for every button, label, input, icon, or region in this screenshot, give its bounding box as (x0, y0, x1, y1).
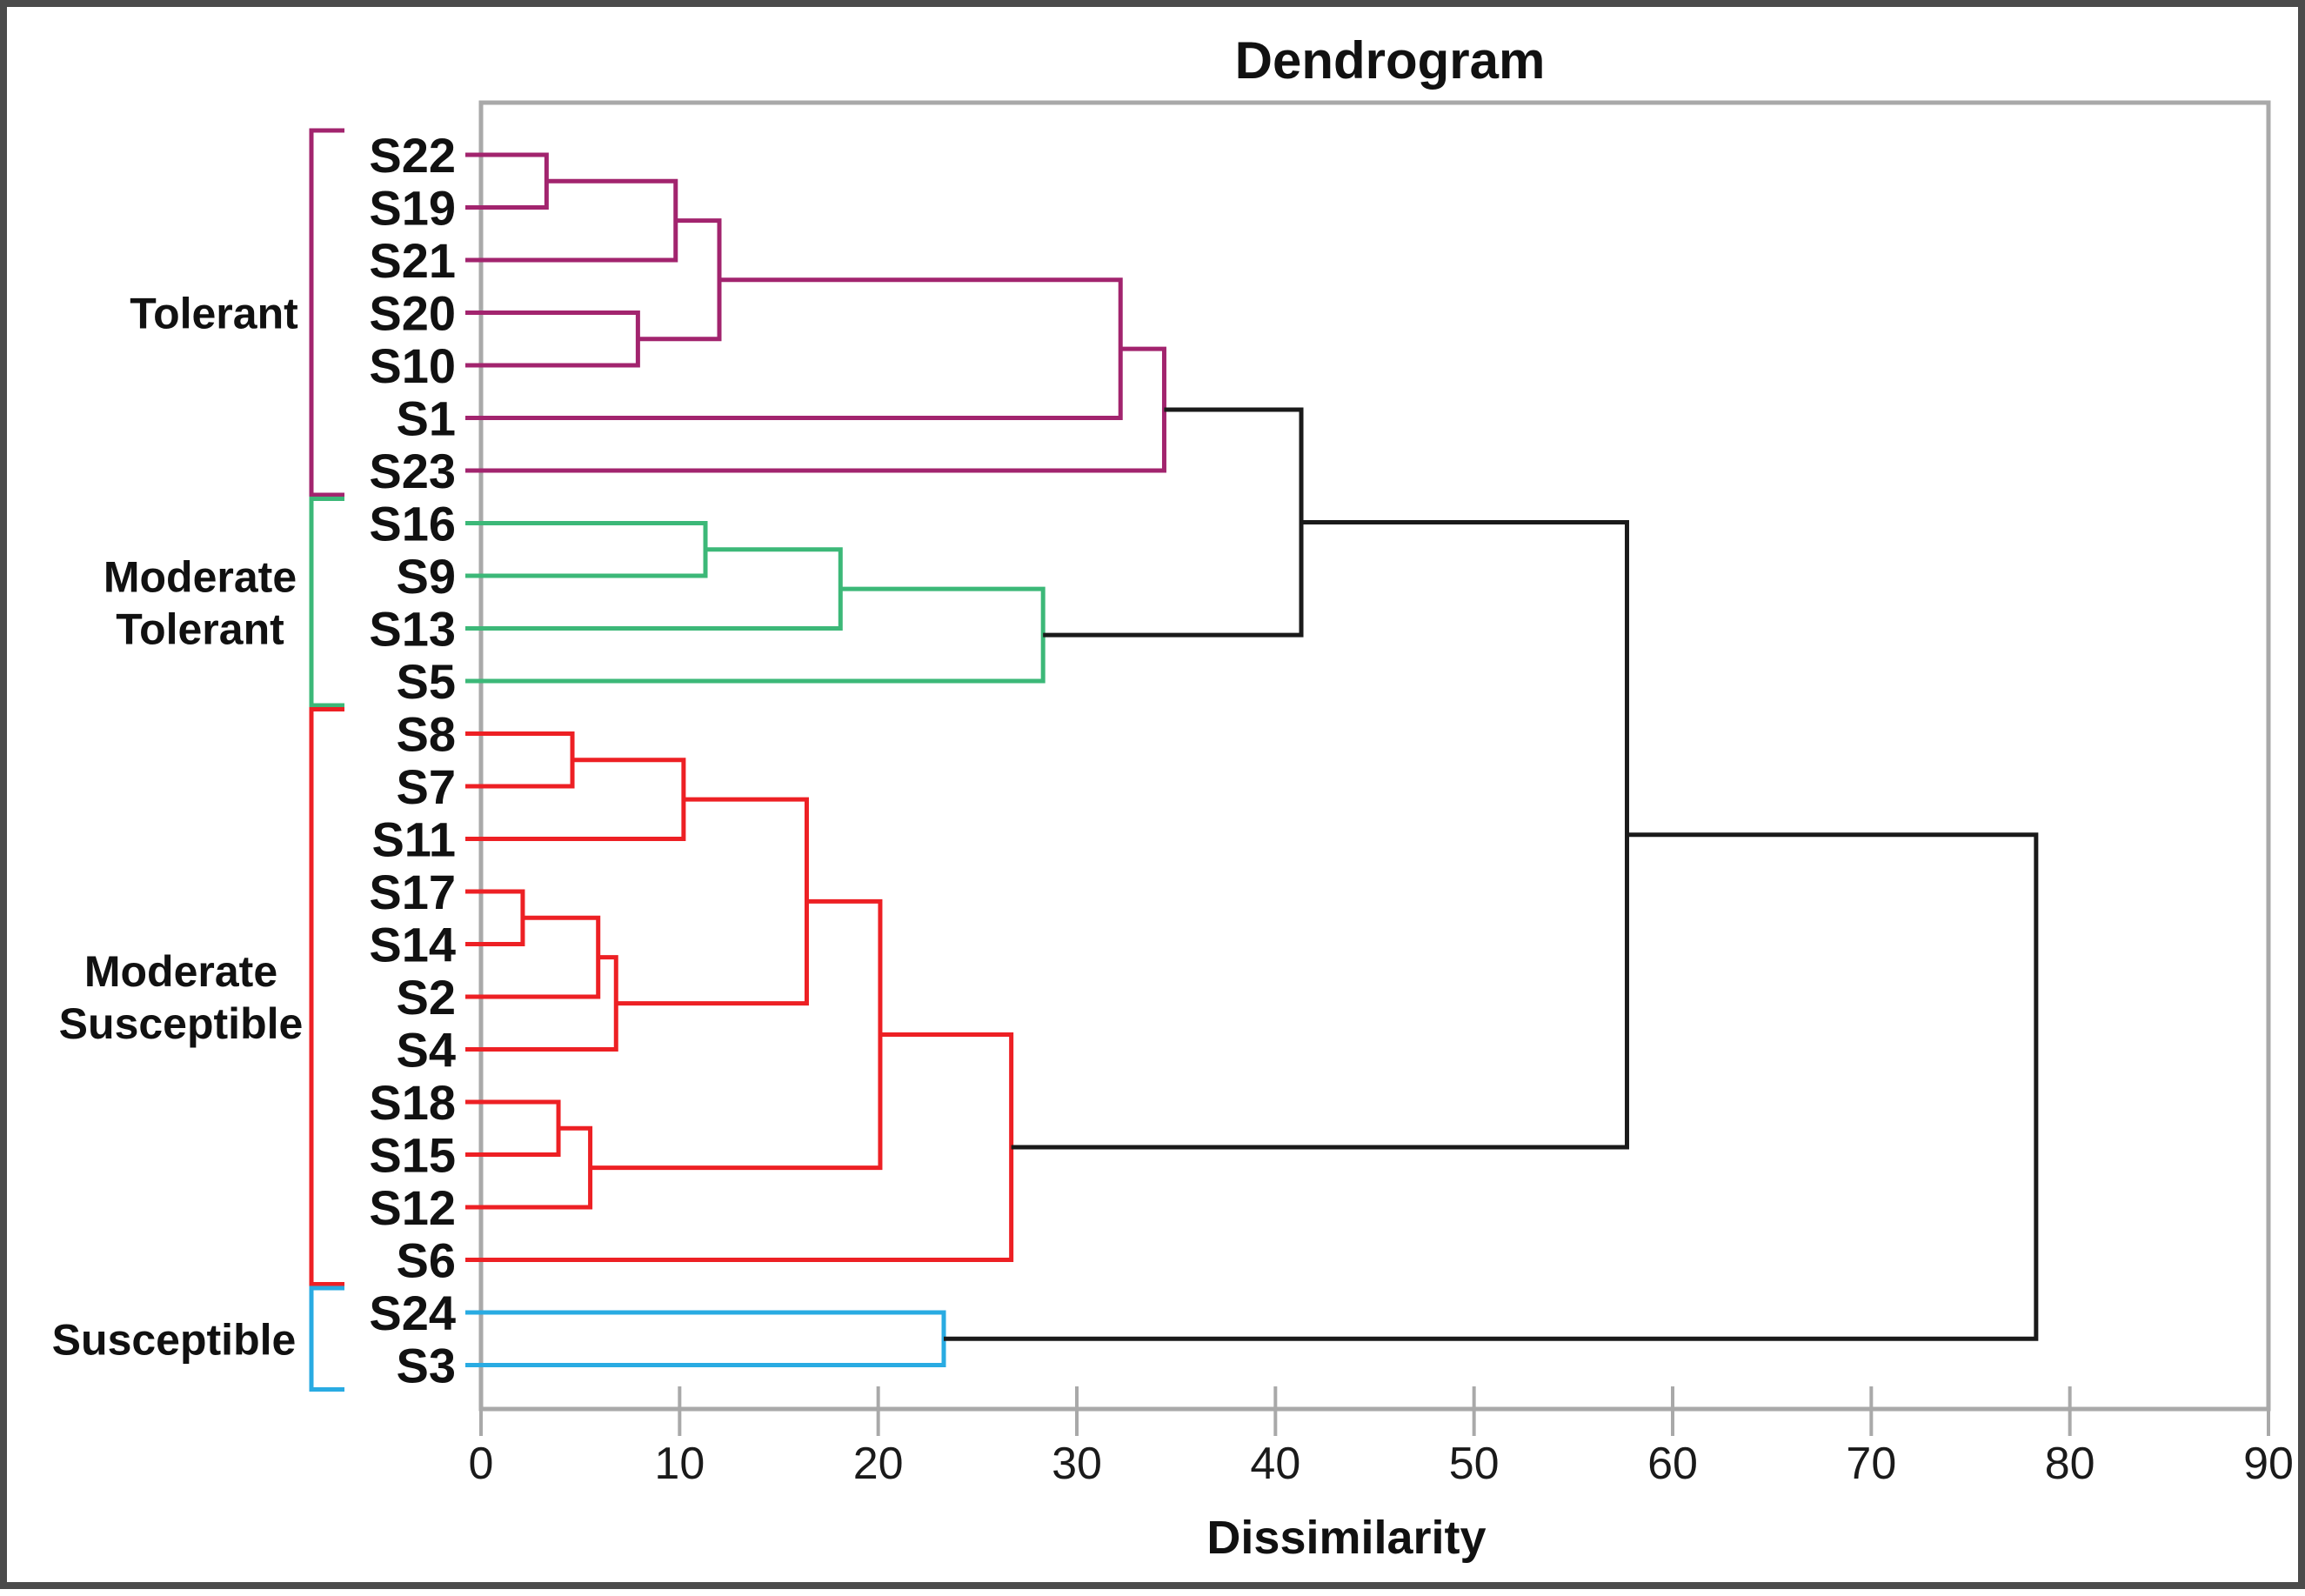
x-tick-label: 90 (2243, 1439, 2294, 1489)
dendrogram-link (465, 521, 708, 578)
x-axis-label: Dissimilarity (1206, 1512, 1486, 1564)
leaf-label: S20 (369, 286, 456, 341)
leaf-label: S14 (369, 918, 456, 972)
leaf-label: S15 (369, 1128, 456, 1183)
x-tick-label: 80 (2045, 1439, 2095, 1489)
leaf-label: S13 (369, 602, 456, 657)
leaf-labels: S22S19S21S20S10S1S23S16S9S13S5S8S7S11S17… (369, 128, 456, 1393)
chart-title: Dendrogram (1235, 31, 1546, 90)
dendrogram-link (465, 731, 575, 789)
dendrogram-link (465, 955, 618, 1052)
x-tick-label: 10 (654, 1439, 705, 1489)
dendrogram-link (465, 1032, 1014, 1262)
group-label: Tolerant (130, 290, 298, 338)
dendrogram-link (638, 218, 722, 342)
group-bracket (309, 1285, 344, 1392)
plot-border (478, 100, 2271, 1412)
leaf-label: S6 (397, 1233, 457, 1288)
leaf-label: S9 (397, 549, 457, 604)
x-tick-label: 70 (1846, 1439, 1896, 1489)
leaf-label: S16 (369, 497, 456, 551)
dendrogram-link (465, 311, 640, 368)
dendrogram-link (465, 889, 525, 946)
leaf-label: S17 (369, 865, 456, 919)
dendrogram-link (590, 898, 883, 1171)
dendrogram-link (616, 797, 809, 1006)
x-tick-label: 30 (1052, 1439, 1102, 1489)
dendrogram-link (465, 277, 1123, 420)
leaf-label: S7 (397, 759, 457, 814)
group-label: Moderate (104, 552, 297, 601)
dendrogram-link (465, 1125, 593, 1210)
dendrogram-link (1043, 407, 1304, 638)
x-tick-label: 60 (1647, 1439, 1698, 1489)
leaf-label: S23 (369, 444, 456, 498)
group-bracket (309, 128, 344, 497)
leaf-label: S4 (397, 1023, 457, 1078)
group-bracket (309, 497, 344, 708)
leaf-label: S11 (371, 812, 456, 867)
leaf-label: S21 (369, 233, 456, 288)
dendrogram-link (465, 915, 601, 999)
x-tick-label: 20 (853, 1439, 904, 1489)
leaf-label: S10 (369, 338, 456, 393)
leaf-label: S2 (397, 970, 457, 1025)
leaf-label: S3 (397, 1339, 457, 1393)
leaf-label: S8 (397, 707, 457, 762)
x-tick-label: 0 (469, 1439, 494, 1489)
x-tick-label: 50 (1449, 1439, 1500, 1489)
dendrogram-link (465, 1310, 946, 1367)
leaf-label: S24 (369, 1285, 456, 1340)
dendrogram-link (465, 586, 1046, 684)
group-label: Moderate (84, 947, 277, 996)
leaf-label: S18 (369, 1075, 456, 1130)
leaf-label: S12 (369, 1180, 456, 1235)
group-label: Susceptible (52, 1315, 297, 1364)
group-bracket (309, 707, 344, 1286)
dendrogram-link (465, 152, 549, 210)
dendrogram-link (465, 178, 678, 263)
leaf-label: S1 (397, 391, 457, 446)
group-label: Tolerant (116, 604, 284, 653)
group-label: Susceptible (59, 999, 304, 1048)
leaf-label: S19 (369, 181, 456, 236)
dendrogram-plot: Dendrogram 0 10 20 30 40 50 60 70 80 90 S22S19S21… (52, 31, 2294, 1564)
dendrogram-links (465, 152, 2039, 1367)
x-axis-ticks: 0 10 20 30 40 50 60 70 80 90 (469, 1386, 2294, 1489)
leaf-label: S22 (369, 128, 456, 183)
dendrogram-link (465, 547, 843, 631)
dendrogram-link (1011, 520, 1629, 1150)
dendrogram-link (944, 832, 2039, 1341)
x-tick-label: 40 (1250, 1439, 1300, 1489)
group-brackets: TolerantModerateTolerantModerateSuscepti… (52, 128, 344, 1392)
leaf-label: S5 (397, 654, 457, 709)
